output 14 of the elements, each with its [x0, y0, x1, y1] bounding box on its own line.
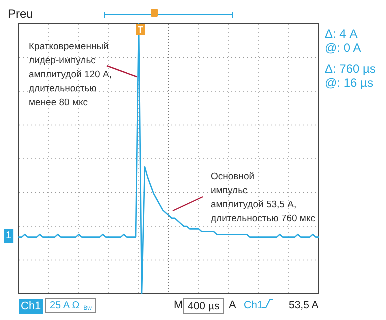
annotation: Кратковременный лидер-импульс амплитудой 120 А, длительностью менее 80 мкс [29, 42, 112, 108]
text: Δ: 760 µs [325, 62, 376, 76]
text: Δ: 4 A [325, 27, 358, 41]
text: 53,5 A [289, 299, 319, 312]
text: Ch1 [244, 299, 264, 312]
text: Ch1 [21, 300, 42, 312]
text: M [174, 300, 184, 312]
text: Preu [8, 7, 34, 21]
text: @: 0 A [325, 41, 362, 55]
text: 1 [6, 230, 12, 242]
annotation: Основной импульс амплитудой 53,5 А, длительностью 760 мкс [211, 172, 316, 224]
text: A [229, 300, 237, 312]
text: @: 16 µs [325, 76, 374, 90]
text: 400 µs [188, 300, 220, 312]
